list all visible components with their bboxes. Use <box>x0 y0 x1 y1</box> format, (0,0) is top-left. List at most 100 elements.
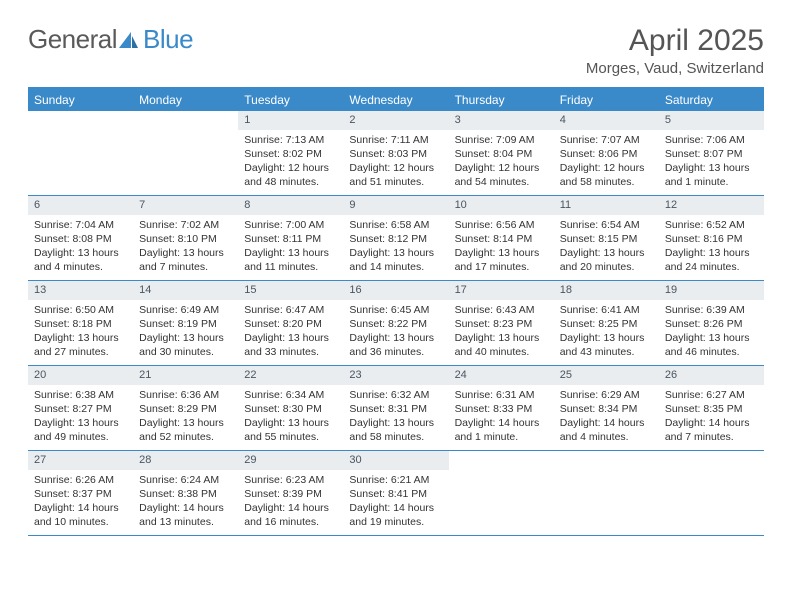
day-body: Sunrise: 6:24 AMSunset: 8:38 PMDaylight:… <box>133 470 238 535</box>
sunset-text: Sunset: 8:25 PM <box>560 317 653 331</box>
sunrise-text: Sunrise: 6:49 AM <box>139 303 232 317</box>
day-cell: 26Sunrise: 6:27 AMSunset: 8:35 PMDayligh… <box>659 366 764 450</box>
day-cell: 30Sunrise: 6:21 AMSunset: 8:41 PMDayligh… <box>343 451 448 535</box>
day-cell: 17Sunrise: 6:43 AMSunset: 8:23 PMDayligh… <box>449 281 554 365</box>
day-body: Sunrise: 6:45 AMSunset: 8:22 PMDaylight:… <box>343 300 448 365</box>
day-cell: 19 Sunrise: 6:39 AMSunset: 8:26 PMDayligh… <box>659 281 764 365</box>
day-number: 27 <box>28 451 133 470</box>
sunset-text: Sunset: 8:19 PM <box>139 317 232 331</box>
sunrise-text: Sunrise: 6:47 AM <box>244 303 337 317</box>
daylight-text: Daylight: 13 hours and 7 minutes. <box>139 246 232 274</box>
sunrise-text: Sunrise: 6:32 AM <box>349 388 442 402</box>
day-body: Sunrise: 6:32 AMSunset: 8:31 PMDaylight:… <box>343 385 448 450</box>
day-number: 21 <box>133 366 238 385</box>
day-cell: 14Sunrise: 6:49 AMSunset: 8:19 PMDayligh… <box>133 281 238 365</box>
day-number: 5 <box>659 111 764 130</box>
sunrise-text: Sunrise: 6:50 AM <box>34 303 127 317</box>
day-cell: 3Sunrise: 7:09 AMSunset: 8:04 PMDaylight… <box>449 111 554 195</box>
sunrise-text: Sunrise: 7:00 AM <box>244 218 337 232</box>
day-cell: 10Sunrise: 6:56 AMSunset: 8:14 PMDayligh… <box>449 196 554 280</box>
sunset-text: Sunset: 8:22 PM <box>349 317 442 331</box>
day-number: 23 <box>343 366 448 385</box>
title-block: April 2025 Morges, Vaud, Switzerland <box>586 24 764 77</box>
day-number: 15 <box>238 281 343 300</box>
day-cell: 13Sunrise: 6:50 AMSunset: 8:18 PMDayligh… <box>28 281 133 365</box>
sunrise-text: Sunrise: 6:31 AM <box>455 388 548 402</box>
sunset-text: Sunset: 8:07 PM <box>665 147 758 161</box>
daylight-text: Daylight: 13 hours and 4 minutes. <box>34 246 127 274</box>
sunrise-text: Sunrise: 6:29 AM <box>560 388 653 402</box>
day-number: 9 <box>343 196 448 215</box>
week-row: 27Sunrise: 6:26 AMSunset: 8:37 PMDayligh… <box>28 451 764 536</box>
sunrise-text: Sunrise: 6:41 AM <box>560 303 653 317</box>
sunrise-text: Sunrise: 7:11 AM <box>349 133 442 147</box>
weekday-header: Wednesday <box>343 89 448 111</box>
day-body: Sunrise: 7:09 AMSunset: 8:04 PMDaylight:… <box>449 130 554 195</box>
sunset-text: Sunset: 8:26 PM <box>665 317 758 331</box>
daylight-text: Daylight: 13 hours and 55 minutes. <box>244 416 337 444</box>
day-body: Sunrise: 6:26 AMSunset: 8:37 PMDaylight:… <box>28 470 133 535</box>
day-body: Sunrise: 6:41 AMSunset: 8:25 PMDaylight:… <box>554 300 659 365</box>
day-cell: 5Sunrise: 7:06 AMSunset: 8:07 PMDaylight… <box>659 111 764 195</box>
day-cell: 9Sunrise: 6:58 AMSunset: 8:12 PMDaylight… <box>343 196 448 280</box>
day-cell: 25Sunrise: 6:29 AMSunset: 8:34 PMDayligh… <box>554 366 659 450</box>
daylight-text: Daylight: 13 hours and 46 minutes. <box>665 331 758 359</box>
day-number: 26 <box>659 366 764 385</box>
daylight-text: Daylight: 13 hours and 49 minutes. <box>34 416 127 444</box>
daylight-text: Daylight: 13 hours and 11 minutes. <box>244 246 337 274</box>
day-body: Sunrise: 6:52 AMSunset: 8:16 PMDaylight:… <box>659 215 764 280</box>
day-number: 3 <box>449 111 554 130</box>
sunrise-text: Sunrise: 6:39 AM <box>665 303 758 317</box>
sunset-text: Sunset: 8:29 PM <box>139 402 232 416</box>
day-number: 24 <box>449 366 554 385</box>
day-cell <box>449 451 554 535</box>
day-number: 19 <box>659 281 764 300</box>
day-cell: 22Sunrise: 6:34 AMSunset: 8:30 PMDayligh… <box>238 366 343 450</box>
day-cell: 20Sunrise: 6:38 AMSunset: 8:27 PMDayligh… <box>28 366 133 450</box>
daylight-text: Daylight: 14 hours and 4 minutes. <box>560 416 653 444</box>
sunset-text: Sunset: 8:35 PM <box>665 402 758 416</box>
day-body: Sunrise: 6:38 AMSunset: 8:27 PMDaylight:… <box>28 385 133 450</box>
daylight-text: Daylight: 12 hours and 54 minutes. <box>455 161 548 189</box>
sunset-text: Sunset: 8:41 PM <box>349 487 442 501</box>
day-cell: 28Sunrise: 6:24 AMSunset: 8:38 PMDayligh… <box>133 451 238 535</box>
sunrise-text: Sunrise: 6:54 AM <box>560 218 653 232</box>
sunrise-text: Sunrise: 6:26 AM <box>34 473 127 487</box>
day-number: 4 <box>554 111 659 130</box>
daylight-text: Daylight: 14 hours and 10 minutes. <box>34 501 127 529</box>
daylight-text: Daylight: 13 hours and 58 minutes. <box>349 416 442 444</box>
day-cell: 7Sunrise: 7:02 AMSunset: 8:10 PMDaylight… <box>133 196 238 280</box>
daylight-text: Daylight: 13 hours and 36 minutes. <box>349 331 442 359</box>
day-cell: 27Sunrise: 6:26 AMSunset: 8:37 PMDayligh… <box>28 451 133 535</box>
day-cell <box>133 111 238 195</box>
sunset-text: Sunset: 8:12 PM <box>349 232 442 246</box>
weekday-header-row: Sunday Monday Tuesday Wednesday Thursday… <box>28 89 764 111</box>
day-number: 12 <box>659 196 764 215</box>
day-number: 28 <box>133 451 238 470</box>
day-body: Sunrise: 7:07 AMSunset: 8:06 PMDaylight:… <box>554 130 659 195</box>
day-cell: 12Sunrise: 6:52 AMSunset: 8:16 PMDayligh… <box>659 196 764 280</box>
sunrise-text: Sunrise: 6:21 AM <box>349 473 442 487</box>
daylight-text: Daylight: 13 hours and 40 minutes. <box>455 331 548 359</box>
weekday-header: Saturday <box>659 89 764 111</box>
sunset-text: Sunset: 8:27 PM <box>34 402 127 416</box>
sunrise-text: Sunrise: 6:27 AM <box>665 388 758 402</box>
sunset-text: Sunset: 8:08 PM <box>34 232 127 246</box>
day-body: Sunrise: 6:43 AMSunset: 8:23 PMDaylight:… <box>449 300 554 365</box>
day-number: 10 <box>449 196 554 215</box>
day-body: Sunrise: 6:58 AMSunset: 8:12 PMDaylight:… <box>343 215 448 280</box>
weekday-header: Monday <box>133 89 238 111</box>
sunrise-text: Sunrise: 7:07 AM <box>560 133 653 147</box>
sunrise-text: Sunrise: 6:34 AM <box>244 388 337 402</box>
sunrise-text: Sunrise: 6:58 AM <box>349 218 442 232</box>
day-cell: 29Sunrise: 6:23 AMSunset: 8:39 PMDayligh… <box>238 451 343 535</box>
page-header: General Blue April 2025 Morges, Vaud, Sw… <box>28 24 764 77</box>
sunset-text: Sunset: 8:18 PM <box>34 317 127 331</box>
day-cell: 6Sunrise: 7:04 AMSunset: 8:08 PMDaylight… <box>28 196 133 280</box>
sunset-text: Sunset: 8:04 PM <box>455 147 548 161</box>
sunset-text: Sunset: 8:14 PM <box>455 232 548 246</box>
brand-part2: Blue <box>143 24 193 55</box>
brand-logo: General Blue <box>28 24 193 55</box>
day-cell <box>554 451 659 535</box>
daylight-text: Daylight: 12 hours and 51 minutes. <box>349 161 442 189</box>
